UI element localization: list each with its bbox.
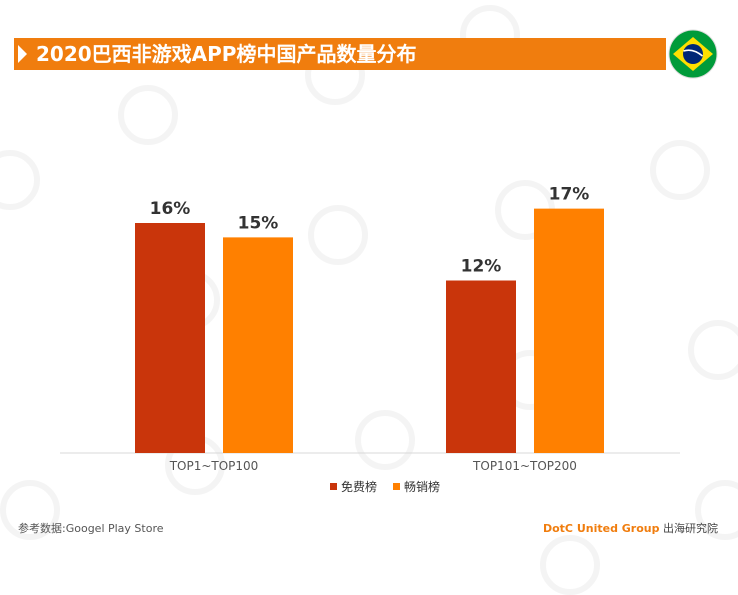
watermark-logo [0,480,60,540]
watermark-logo [355,410,415,470]
bar-grossing-1 [223,237,293,453]
page-title: 2020巴西非游戏APP榜中国产品数量分布 [36,42,417,66]
data-label: 12% [461,257,502,277]
bar-chart: 16% 15% TOP1~TOP100 12% 17% TOP101~TOP200 免费榜… [60,185,680,494]
watermark-logo [695,480,738,540]
brand-name: DotC United Group [542,522,660,535]
x-tick-label: TOP1~TOP100 [169,459,259,473]
watermark-logo [308,205,368,265]
data-label: 15% [238,213,279,233]
x-tick-label: TOP101~TOP200 [472,459,577,473]
data-label: 16% [150,199,191,219]
bar-free-1 [135,223,205,453]
legend-label: 免费榜 [341,479,377,494]
watermark-logo [118,85,178,145]
bar-free-2 [446,280,516,453]
watermark-logo [0,150,40,210]
legend-swatch [393,483,400,490]
source-note: 参考数据:Googel Play Store [18,522,164,535]
title-bar [14,38,666,70]
brazil-flag-icon [668,29,718,79]
watermark-logo [688,320,738,380]
legend-label: 畅销榜 [404,479,440,494]
brand-footer: DotC United Group 出海研究院 [543,520,718,536]
play-arrow-icon [18,45,27,63]
watermark-logo [650,140,710,200]
bar-grossing-2 [534,208,604,453]
data-label: 17% [549,185,590,205]
legend-swatch [330,483,337,490]
brand-suffix: 出海研究院 [659,522,718,535]
